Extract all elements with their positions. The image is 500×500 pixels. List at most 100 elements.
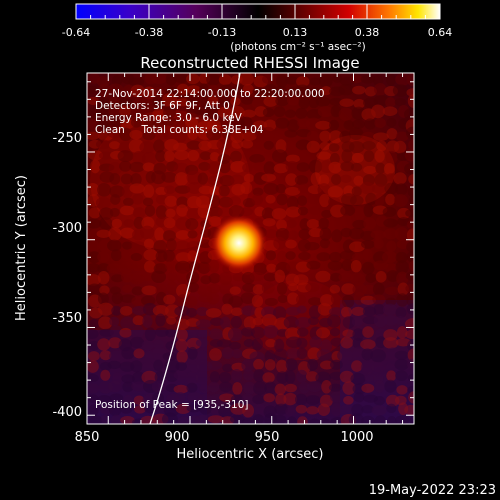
image-texture-blob <box>249 154 266 163</box>
image-texture-blob <box>175 252 192 263</box>
image-texture-blob <box>88 207 101 219</box>
image-texture-blob <box>130 173 142 186</box>
x-tick-label: 1000 <box>340 430 373 445</box>
image-texture-blob <box>362 174 375 186</box>
image-texture-blob <box>99 171 115 183</box>
image-texture-blob <box>306 87 323 98</box>
image-texture-blob <box>318 174 330 186</box>
image-texture-blob <box>396 326 408 339</box>
image-texture-blob <box>284 327 300 341</box>
image-texture-blob <box>329 152 340 165</box>
image-texture-blob <box>96 229 111 239</box>
image-texture-blob <box>173 370 188 380</box>
colorbar-tick-label: -0.38 <box>135 26 163 39</box>
image-texture-blob <box>130 107 143 117</box>
image-texture-blob <box>374 415 386 424</box>
image-texture-blob <box>264 84 278 98</box>
image-texture-blob <box>189 415 201 424</box>
image-texture-blob <box>98 380 113 394</box>
image-texture-blob <box>197 285 213 297</box>
image-texture-blob <box>395 183 408 196</box>
image-texture-blob <box>406 219 414 229</box>
image-texture-blob <box>240 181 253 195</box>
image-texture-blob <box>308 228 324 238</box>
image-texture-blob <box>353 392 365 403</box>
image-texture-blob <box>186 241 201 251</box>
image-texture-blob <box>350 372 366 385</box>
image-texture-blob <box>273 236 287 250</box>
image-texture-blob <box>341 259 354 271</box>
image-texture-blob <box>255 140 267 150</box>
x-axis-title: Heliocentric X (arcsec) <box>177 447 324 462</box>
image-texture-blob <box>340 174 352 184</box>
image-texture-blob <box>186 170 203 185</box>
image-texture-blob <box>285 173 298 186</box>
image-texture-blob <box>109 185 125 198</box>
image-texture-blob <box>306 219 320 229</box>
image-texture-blob <box>119 205 135 216</box>
image-texture-blob <box>89 228 103 241</box>
image-texture-blob <box>198 185 214 195</box>
image-texture-blob <box>109 350 125 362</box>
image-texture-blob <box>253 369 265 383</box>
image-texture-blob <box>207 175 224 186</box>
image-texture-blob <box>392 84 409 97</box>
image-texture-blob <box>319 227 332 241</box>
image-texture-blob <box>330 337 344 347</box>
image-texture-blob <box>363 217 377 230</box>
image-texture-blob <box>306 380 323 393</box>
image-texture-blob <box>362 140 376 151</box>
image-texture-blob <box>262 107 275 118</box>
image-texture-blob <box>132 371 146 385</box>
image-texture-blob <box>264 413 277 424</box>
image-texture-blob <box>287 292 299 305</box>
info-line-energy: Energy Range: 3.0 - 6.0 keV <box>95 112 243 124</box>
image-texture-blob <box>293 274 309 286</box>
image-texture-blob <box>119 227 135 239</box>
image-texture-blob <box>307 347 321 361</box>
image-texture-blob <box>327 185 344 198</box>
image-texture-blob <box>175 338 188 352</box>
image-texture-blob <box>398 104 410 118</box>
image-texture-blob <box>163 403 180 417</box>
rhessi-image <box>87 73 414 424</box>
image-texture-blob <box>352 119 365 130</box>
image-texture-blob <box>350 259 362 273</box>
image-texture-blob <box>139 225 155 240</box>
image-texture-blob <box>404 404 414 415</box>
image-texture-blob <box>339 76 355 86</box>
image-texture-blob <box>195 195 211 209</box>
image-texture-blob <box>230 394 244 405</box>
image-texture-blob <box>253 161 266 172</box>
image-texture-blob <box>142 131 156 141</box>
image-texture-blob <box>352 383 367 395</box>
image-texture-blob <box>341 283 356 295</box>
image-texture-blob <box>95 197 111 209</box>
image-texture-blob <box>99 285 110 295</box>
image-texture-blob <box>285 76 298 85</box>
image-texture-blob <box>353 292 366 305</box>
image-texture-blob <box>141 285 158 296</box>
image-texture-blob <box>328 119 340 131</box>
image-texture-blob <box>243 381 256 396</box>
image-texture-blob <box>108 141 121 150</box>
image-texture-blob <box>175 217 192 231</box>
image-texture-blob <box>167 270 178 282</box>
image-texture-blob <box>239 73 254 86</box>
image-texture-blob <box>208 393 225 408</box>
image-texture-blob <box>363 203 374 218</box>
image-texture-blob <box>98 163 115 172</box>
image-texture-blob <box>206 283 221 294</box>
image-texture-blob <box>397 282 409 296</box>
image-texture-blob <box>405 271 414 281</box>
y-axis-title: Heliocentric Y (arcsec) <box>14 175 29 321</box>
image-texture-blob <box>308 273 320 282</box>
image-texture-blob <box>230 150 242 163</box>
image-texture-blob <box>98 239 112 253</box>
image-texture-blob <box>349 241 365 253</box>
image-texture-blob <box>296 282 312 293</box>
image-texture-blob <box>242 149 255 162</box>
image-texture-blob <box>342 316 356 329</box>
image-texture-blob <box>373 132 389 141</box>
image-texture-blob <box>343 395 354 405</box>
